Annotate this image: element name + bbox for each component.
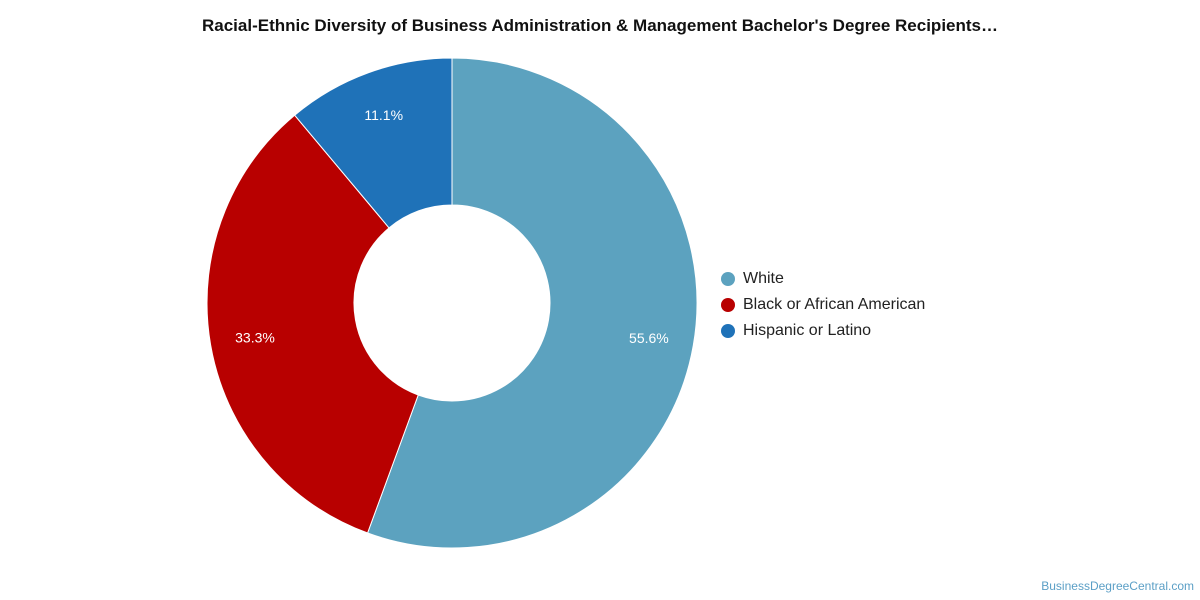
legend-label: White [743, 270, 784, 287]
legend-label: Black or African American [743, 296, 926, 313]
legend-item: Hispanic or Latino [721, 318, 925, 344]
watermark: BusinessDegreeCentral.com [1041, 579, 1194, 593]
legend-item: Black or African American [721, 292, 925, 318]
slice-value-label: 11.1% [364, 107, 403, 123]
legend-swatch [721, 298, 735, 312]
legend-label: Hispanic or Latino [743, 322, 872, 339]
chart-title: Racial-Ethnic Diversity of Business Admi… [201, 16, 998, 35]
donut-slice [293, 57, 453, 229]
legend-swatch [721, 324, 735, 338]
legend-swatch [721, 272, 735, 286]
chart-legend: White Black or African American Hispanic o… [721, 266, 925, 344]
donut-slice [206, 114, 419, 534]
slice-value-label: 33.3% [235, 329, 275, 345]
slice-value-label: 55.6% [629, 330, 669, 346]
legend-item: White [721, 266, 925, 292]
donut-slice [366, 57, 698, 549]
